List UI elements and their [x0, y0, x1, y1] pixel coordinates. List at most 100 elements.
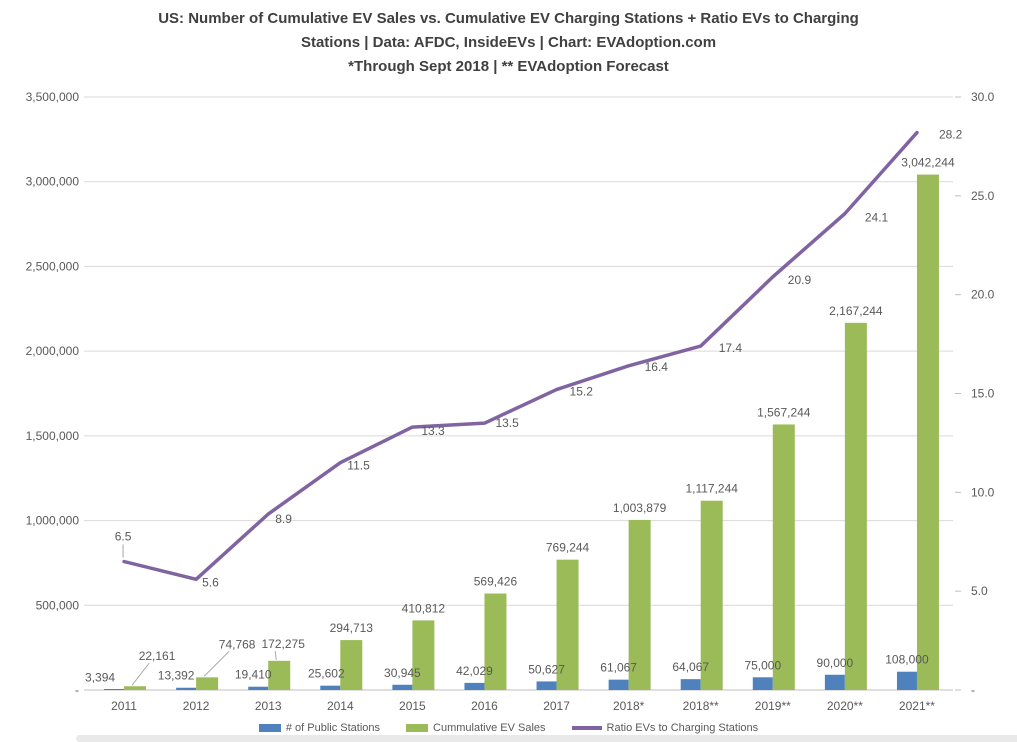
x-axis-label: 2015	[399, 699, 426, 713]
horizontal-scrollbar[interactable]	[76, 735, 1017, 742]
bar-public-stations	[464, 682, 485, 690]
bar-public-stations	[608, 679, 629, 690]
legend-label-ratio: Ratio EVs to Charging Stations	[606, 722, 759, 734]
x-axis-label: 2020**	[827, 699, 863, 713]
bar-public-stations	[536, 681, 557, 690]
ratio-label: 28.2	[939, 128, 963, 142]
bar-label-sales: 3,042,244	[901, 156, 955, 170]
y-axis-label-right: 30.0	[971, 90, 995, 104]
chart-title-line-3: *Through Sept 2018 | ** EVAdoption Forec…	[348, 58, 669, 75]
bar-label-stations: 61,067	[600, 661, 637, 675]
y-axis-label-left: 1,500,000	[26, 429, 80, 443]
bar-ev-sales	[700, 500, 723, 690]
x-axis-label: 2017	[543, 699, 570, 713]
chart-legend: # of Public Stations Cummulative EV Sale…	[0, 720, 1017, 736]
bar-public-stations	[248, 686, 269, 690]
x-axis-label: 2014	[327, 699, 354, 713]
bar-label-stations: 64,067	[672, 660, 709, 674]
bar-label-stations: 108,000	[885, 653, 929, 667]
bar-label-sales: 74,768	[219, 637, 256, 651]
bar-label-stations: 19,410	[235, 668, 272, 682]
chart-title: US: Number of Cumulative EV Sales vs. Cu…	[0, 7, 1017, 79]
chart-title-line-1: US: Number of Cumulative EV Sales vs. Cu…	[158, 10, 859, 27]
y-axis-label-right: -	[971, 683, 975, 697]
ratio-label: 20.9	[788, 273, 812, 287]
x-axis-label: 2016	[471, 699, 498, 713]
bar-label-sales: 769,244	[546, 541, 590, 555]
y-axis-label-right: 5.0	[971, 584, 988, 598]
bar-label-stations: 50,627	[528, 662, 565, 676]
bar-label-sales: 294,713	[330, 621, 374, 635]
bar-label-sales: 22,161	[139, 649, 176, 663]
ratio-label: 13.3	[421, 424, 445, 438]
x-axis-label: 2013	[255, 699, 282, 713]
bar-public-stations	[896, 671, 917, 690]
bar-label-stations: 90,000	[817, 656, 854, 670]
bar-ev-sales	[844, 322, 867, 690]
bar-ev-sales	[628, 519, 651, 690]
ratio-label: 15.2	[570, 385, 594, 399]
bar-public-stations	[320, 685, 341, 690]
ratio-label: 13.5	[495, 416, 519, 430]
y-axis-label-right: 25.0	[971, 189, 995, 203]
bar-public-stations	[752, 677, 773, 690]
bar-ev-sales	[916, 174, 939, 690]
bar-label-stations: 30,945	[384, 666, 421, 680]
bar-label-sales: 1,003,879	[613, 501, 667, 515]
y-axis-label-right: 20.0	[971, 288, 995, 302]
legend-label-ev-sales: Cummulative EV Sales	[433, 722, 546, 734]
legend-item-ratio: Ratio EVs to Charging Stations	[571, 722, 759, 734]
y-axis-label-left: 500,000	[36, 598, 80, 612]
bar-public-stations	[392, 684, 413, 690]
public-stations-swatch-icon	[258, 724, 281, 732]
y-axis-label-left: 2,500,000	[26, 259, 80, 273]
bar-public-stations	[824, 674, 845, 690]
y-axis-label-left: -	[75, 683, 79, 697]
bar-public-stations	[176, 687, 197, 690]
ratio-line-swatch-icon	[571, 726, 602, 730]
bar-ev-sales	[556, 559, 579, 690]
ratio-label: 11.5	[347, 459, 370, 473]
ratio-label: 6.5	[115, 530, 132, 544]
ev-sales-swatch-icon	[406, 724, 429, 732]
ratio-label: 8.9	[275, 512, 292, 526]
chart-title-line-2: Stations | Data: AFDC, InsideEVs | Chart…	[300, 34, 717, 51]
bar-ev-sales	[124, 686, 147, 690]
bar-ev-sales	[340, 640, 363, 690]
x-axis-label: 2012	[183, 699, 210, 713]
bar-public-stations	[104, 689, 125, 690]
leader-line	[131, 662, 150, 686]
bar-ev-sales	[196, 677, 219, 690]
y-axis-label-right: 10.0	[971, 485, 995, 499]
legend-label-public-stations: # of Public Stations	[285, 722, 381, 734]
bar-label-stations: 13,392	[158, 669, 195, 683]
bar-label-sales: 1,117,244	[685, 482, 738, 496]
leader-line	[203, 650, 230, 677]
bar-label-sales: 2,167,244	[829, 304, 883, 318]
y-axis-label-left: 2,000,000	[26, 344, 80, 358]
x-axis-label: 2019**	[755, 699, 791, 713]
ratio-line	[122, 130, 919, 582]
bar-ev-sales	[484, 593, 507, 690]
legend-item-ev-sales: Cummulative EV Sales	[406, 722, 546, 734]
y-axis-label-left: 3,500,000	[26, 90, 80, 104]
bar-label-stations: 42,029	[456, 664, 493, 678]
ratio-label: 5.6	[202, 575, 219, 589]
bar-label-sales: 569,426	[474, 575, 518, 589]
ratio-label: 17.4	[719, 341, 743, 355]
bar-label-sales: 410,812	[402, 601, 446, 615]
leader-line	[274, 650, 277, 660]
ratio-label: 16.4	[645, 360, 669, 374]
x-axis-label: 2021**	[899, 699, 935, 713]
bar-ev-sales	[772, 424, 795, 690]
ratio-label: 24.1	[865, 211, 889, 225]
x-axis-label: 2018*	[613, 699, 645, 713]
bar-ev-sales	[412, 620, 435, 690]
bar-label-stations: 75,000	[744, 658, 781, 672]
bar-label-sales: 172,275	[262, 637, 306, 651]
bar-label-stations: 3,394	[85, 670, 115, 684]
bar-ev-sales	[268, 660, 291, 690]
x-axis-label: 2018**	[683, 699, 719, 713]
